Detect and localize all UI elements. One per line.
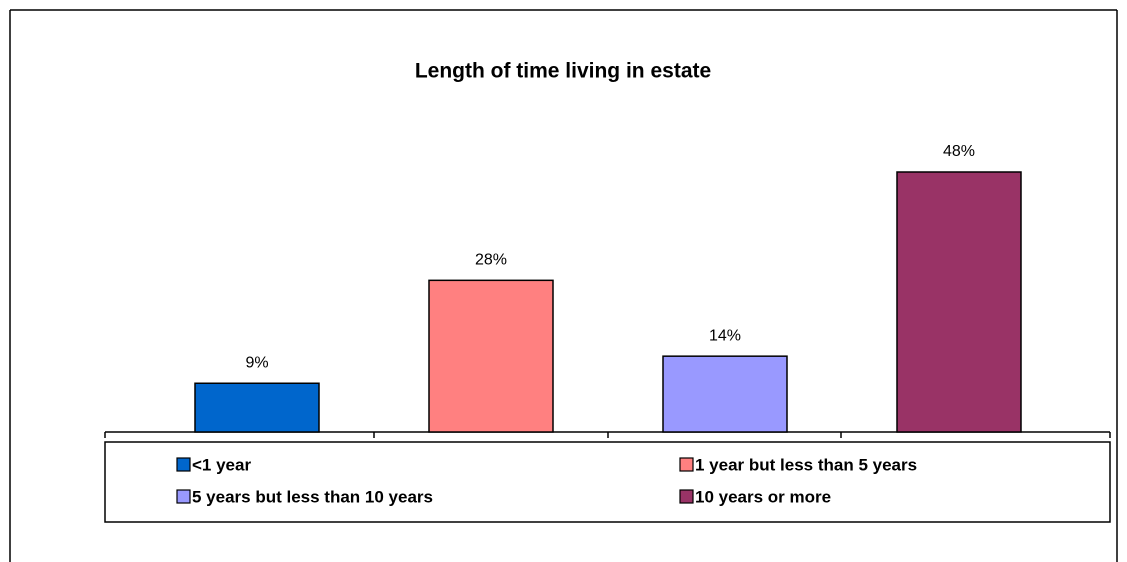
legend	[104, 441, 1111, 523]
legend-label: 10 years or more	[695, 487, 831, 506]
value-label: 9%	[245, 354, 268, 371]
legend-label: 1 year but less than 5 years	[695, 455, 917, 474]
legend-swatch	[679, 489, 694, 504]
value-label: 48%	[943, 143, 975, 160]
legend-label: 5 years but less than 10 years	[192, 487, 433, 506]
value-label: 28%	[475, 252, 507, 269]
bar	[194, 382, 320, 433]
value-label: 14%	[709, 327, 741, 344]
legend-swatch	[679, 457, 694, 472]
chart-title: Length of time living in estate	[415, 60, 711, 83]
legend-swatch	[176, 457, 191, 472]
bar	[428, 279, 554, 433]
bar	[662, 355, 788, 433]
bar	[896, 171, 1022, 433]
legend-label: <1 year	[192, 455, 251, 474]
legend-swatch	[176, 489, 191, 504]
